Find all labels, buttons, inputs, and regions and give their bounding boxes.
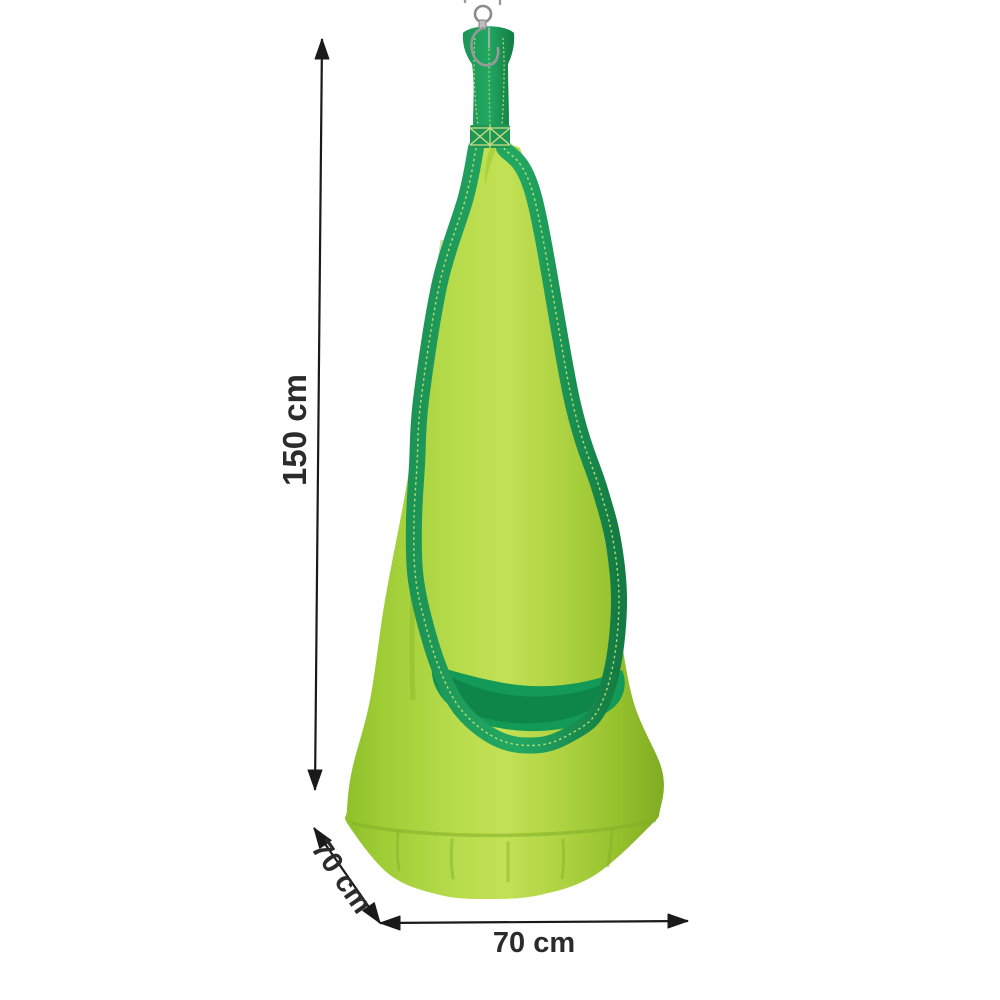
svg-text:70 cm: 70 cm	[493, 927, 575, 959]
svg-text:150 cm: 150 cm	[276, 374, 313, 486]
